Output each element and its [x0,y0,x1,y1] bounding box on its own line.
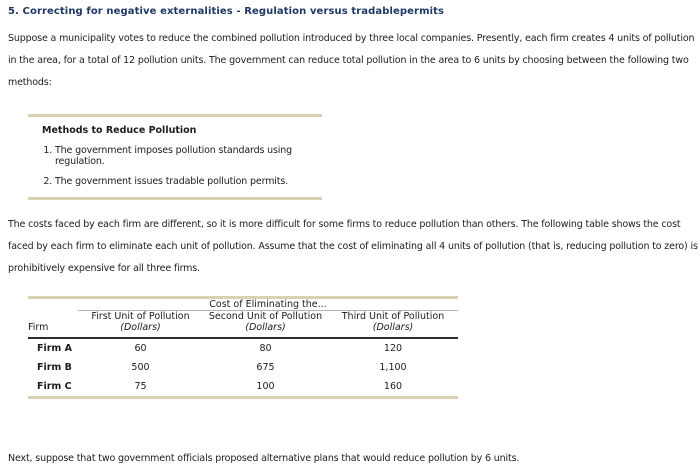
firm-name: Firm A [37,343,72,354]
column-subheader-dollars: (Dollars) [328,322,458,339]
table-span-header-row: Cost of Eliminating the... [28,297,458,311]
methods-list-item: The government issues tradable pollution… [55,176,322,187]
closing-paragraph: Next, suppose that two government offici… [8,453,520,464]
firm-name: Firm C [37,381,72,392]
methods-list: The government imposes pollution standar… [28,145,322,187]
column-subheader-dollars: (Dollars) [78,322,203,339]
cost-value: 500 [131,362,150,373]
column-header-first-unit: First Unit of Pollution [91,311,190,322]
methods-box-heading: Methods to Reduce Pollution [42,125,197,136]
column-subheader-dollars: (Dollars) [203,322,328,339]
cost-value: 100 [256,381,275,392]
cost-value: 75 [134,381,147,392]
table-row-firm-c: Firm C 75 100 160 [28,377,458,398]
empty-cell [28,311,78,323]
table-subheader-row: Firm (Dollars) (Dollars) (Dollars) [28,322,458,339]
cost-value: 60 [134,343,147,354]
methods-list-item: The government imposes pollution standar… [55,145,322,167]
cost-value: 675 [256,362,275,373]
intro-paragraph: Suppose a municipality votes to reduce t… [8,33,695,88]
question-title: 5. Correcting for negative externalities… [8,6,445,17]
table-column-header-row: First Unit of Pollution Second Unit of P… [28,311,458,323]
table-row-firm-a: Firm A 60 80 120 [28,338,458,358]
row-header-firm: Firm [28,322,78,339]
cost-value: 120 [383,343,403,354]
costs-paragraph: The costs faced by each firm are differe… [8,219,698,274]
column-header-third-unit: Third Unit of Pollution [341,311,445,322]
cost-value: 1,100 [379,362,407,373]
column-header-second-unit: Second Unit of Pollution [208,311,323,322]
span-header: Cost of Eliminating the... [78,297,458,311]
cost-table: Cost of Eliminating the... First Unit of… [28,296,458,399]
cost-value: 160 [383,381,403,392]
cost-value: 80 [259,343,272,354]
table-row-firm-b: Firm B 500 675 1,100 [28,358,458,377]
empty-cell [28,298,78,311]
methods-box: Methods to Reduce Pollution The governme… [28,114,322,200]
firm-name: Firm B [37,362,72,373]
